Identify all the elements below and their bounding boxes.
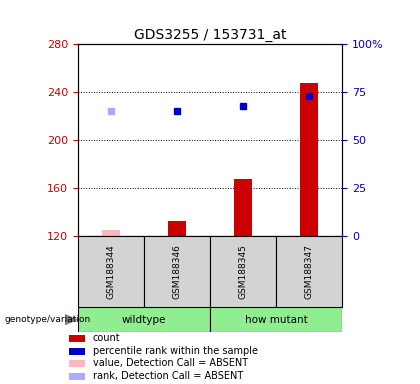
Text: genotype/variation: genotype/variation [4,315,90,324]
Bar [78,236,144,307]
Text: GSM188344: GSM188344 [106,244,115,299]
Bar [78,307,210,332]
Polygon shape [65,315,77,324]
Text: count: count [92,333,120,343]
Text: GSM188346: GSM188346 [173,244,181,299]
Bar [69,335,85,342]
Bar [69,360,85,367]
Text: rank, Detection Call = ABSENT: rank, Detection Call = ABSENT [92,371,243,381]
Bar [276,236,342,307]
Bar [168,220,186,236]
Bar [210,236,276,307]
Bar [300,83,318,236]
Bar [234,179,252,236]
Bar [144,236,210,307]
Text: GSM188347: GSM188347 [305,244,314,299]
Bar [102,230,120,236]
Text: GSM188345: GSM188345 [239,244,247,299]
Text: value, Detection Call = ABSENT: value, Detection Call = ABSENT [92,358,248,368]
Text: wildtype: wildtype [122,314,166,325]
Bar [69,373,85,379]
Title: GDS3255 / 153731_at: GDS3255 / 153731_at [134,28,286,42]
Text: percentile rank within the sample: percentile rank within the sample [92,346,257,356]
Bar [69,348,85,355]
Text: how mutant: how mutant [245,314,307,325]
Bar [210,307,342,332]
